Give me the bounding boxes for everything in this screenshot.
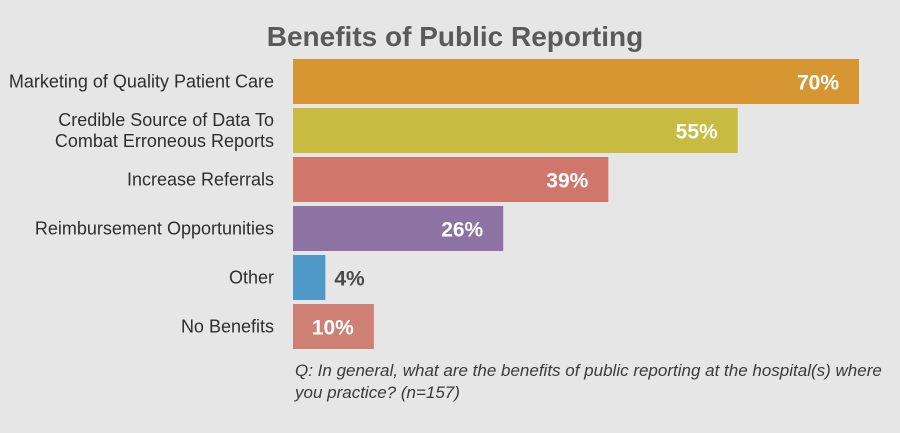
category-label-5: No Benefits — [181, 317, 274, 337]
value-label-4: 4% — [334, 268, 365, 291]
chart-title: Benefits of Public Reporting — [267, 21, 643, 52]
survey-question-footnote: Q: In general, what are the benefits of … — [295, 361, 882, 402]
category-label-1: Credible Source of Data To Combat Erroneo… — [55, 110, 274, 151]
bar-4 — [293, 255, 326, 300]
category-label-0: Marketing of Quality Patient Care — [9, 72, 274, 92]
value-label-5: 10% — [312, 317, 354, 340]
value-label-2: 39% — [546, 170, 588, 193]
category-label-4: Other — [229, 268, 274, 288]
bar-2 — [293, 157, 609, 202]
bar-1 — [293, 108, 738, 153]
category-label-2: Increase Referrals — [127, 170, 274, 190]
bar-0 — [293, 59, 859, 104]
bars-group: Marketing of Quality Patient Care 70% Cred… — [9, 59, 859, 349]
bar-5 — [293, 304, 374, 349]
value-label-1: 55% — [676, 121, 718, 144]
bar-3 — [293, 206, 504, 251]
value-label-0: 70% — [797, 72, 839, 95]
value-label-3: 26% — [441, 219, 483, 242]
category-label-3: Reimbursement Opportunities — [35, 219, 274, 239]
